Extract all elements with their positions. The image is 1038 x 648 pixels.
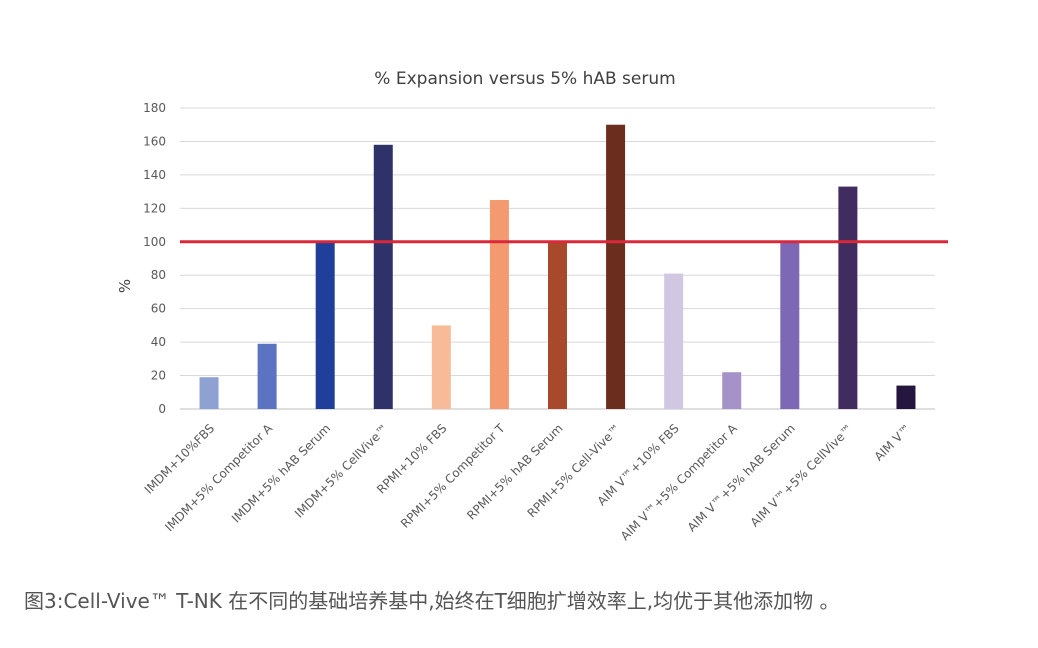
bar — [548, 241, 567, 409]
bar — [489, 199, 509, 409]
x-tick-label: IMDM+5% Competitor A — [162, 421, 276, 535]
chart-title: % Expansion versus 5% hAB serum — [374, 69, 675, 89]
bar — [431, 325, 451, 409]
y-tick-label: 60 — [151, 302, 166, 316]
y-tick-label: 140 — [143, 168, 166, 182]
x-tick-label: AIM V™+5% hAB Serum — [685, 421, 798, 534]
x-tick-label: AIM V™ — [872, 421, 915, 464]
bar — [780, 241, 800, 409]
figure-caption: 图3:Cell-Vive™ T-NK 在不同的基础培养基中,始终在T细胞扩增效率… — [24, 589, 840, 613]
bar — [315, 241, 335, 409]
x-tick-label: RPMI+5% hAB Serum — [464, 421, 565, 522]
y-axis-label: % — [116, 279, 134, 293]
x-tick-label: RPMI+5% Competitor T — [398, 421, 508, 531]
y-tick-label: 180 — [143, 101, 166, 115]
y-tick-label: 100 — [143, 235, 166, 249]
x-tick-label: RPMI+5% Cell-Vive™ — [525, 421, 624, 520]
x-tick-label: IMDM+5% CellVive™ — [292, 421, 391, 520]
bar — [722, 372, 742, 409]
y-tick-label: 80 — [151, 268, 166, 282]
x-tick-label: AIM V™+5% CellVive™ — [748, 421, 856, 529]
bar — [606, 124, 626, 409]
y-tick-label: 160 — [143, 134, 166, 148]
bar — [838, 186, 858, 409]
bar — [896, 385, 916, 409]
x-tick-label: IMDM+5% hAB Serum — [229, 421, 333, 525]
bar — [664, 273, 684, 409]
y-tick-label: 40 — [151, 335, 166, 349]
y-tick-label: 20 — [151, 369, 166, 383]
y-tick-label: 0 — [158, 402, 166, 416]
bar — [257, 343, 277, 409]
bar — [373, 144, 393, 410]
y-tick-label: 120 — [143, 201, 166, 215]
bar-chart: % Expansion versus 5% hAB serum % 0 20 40 6… — [116, 69, 948, 544]
bar — [199, 377, 219, 409]
x-tick-label: AIM V™+5% Competitor A — [618, 421, 741, 544]
